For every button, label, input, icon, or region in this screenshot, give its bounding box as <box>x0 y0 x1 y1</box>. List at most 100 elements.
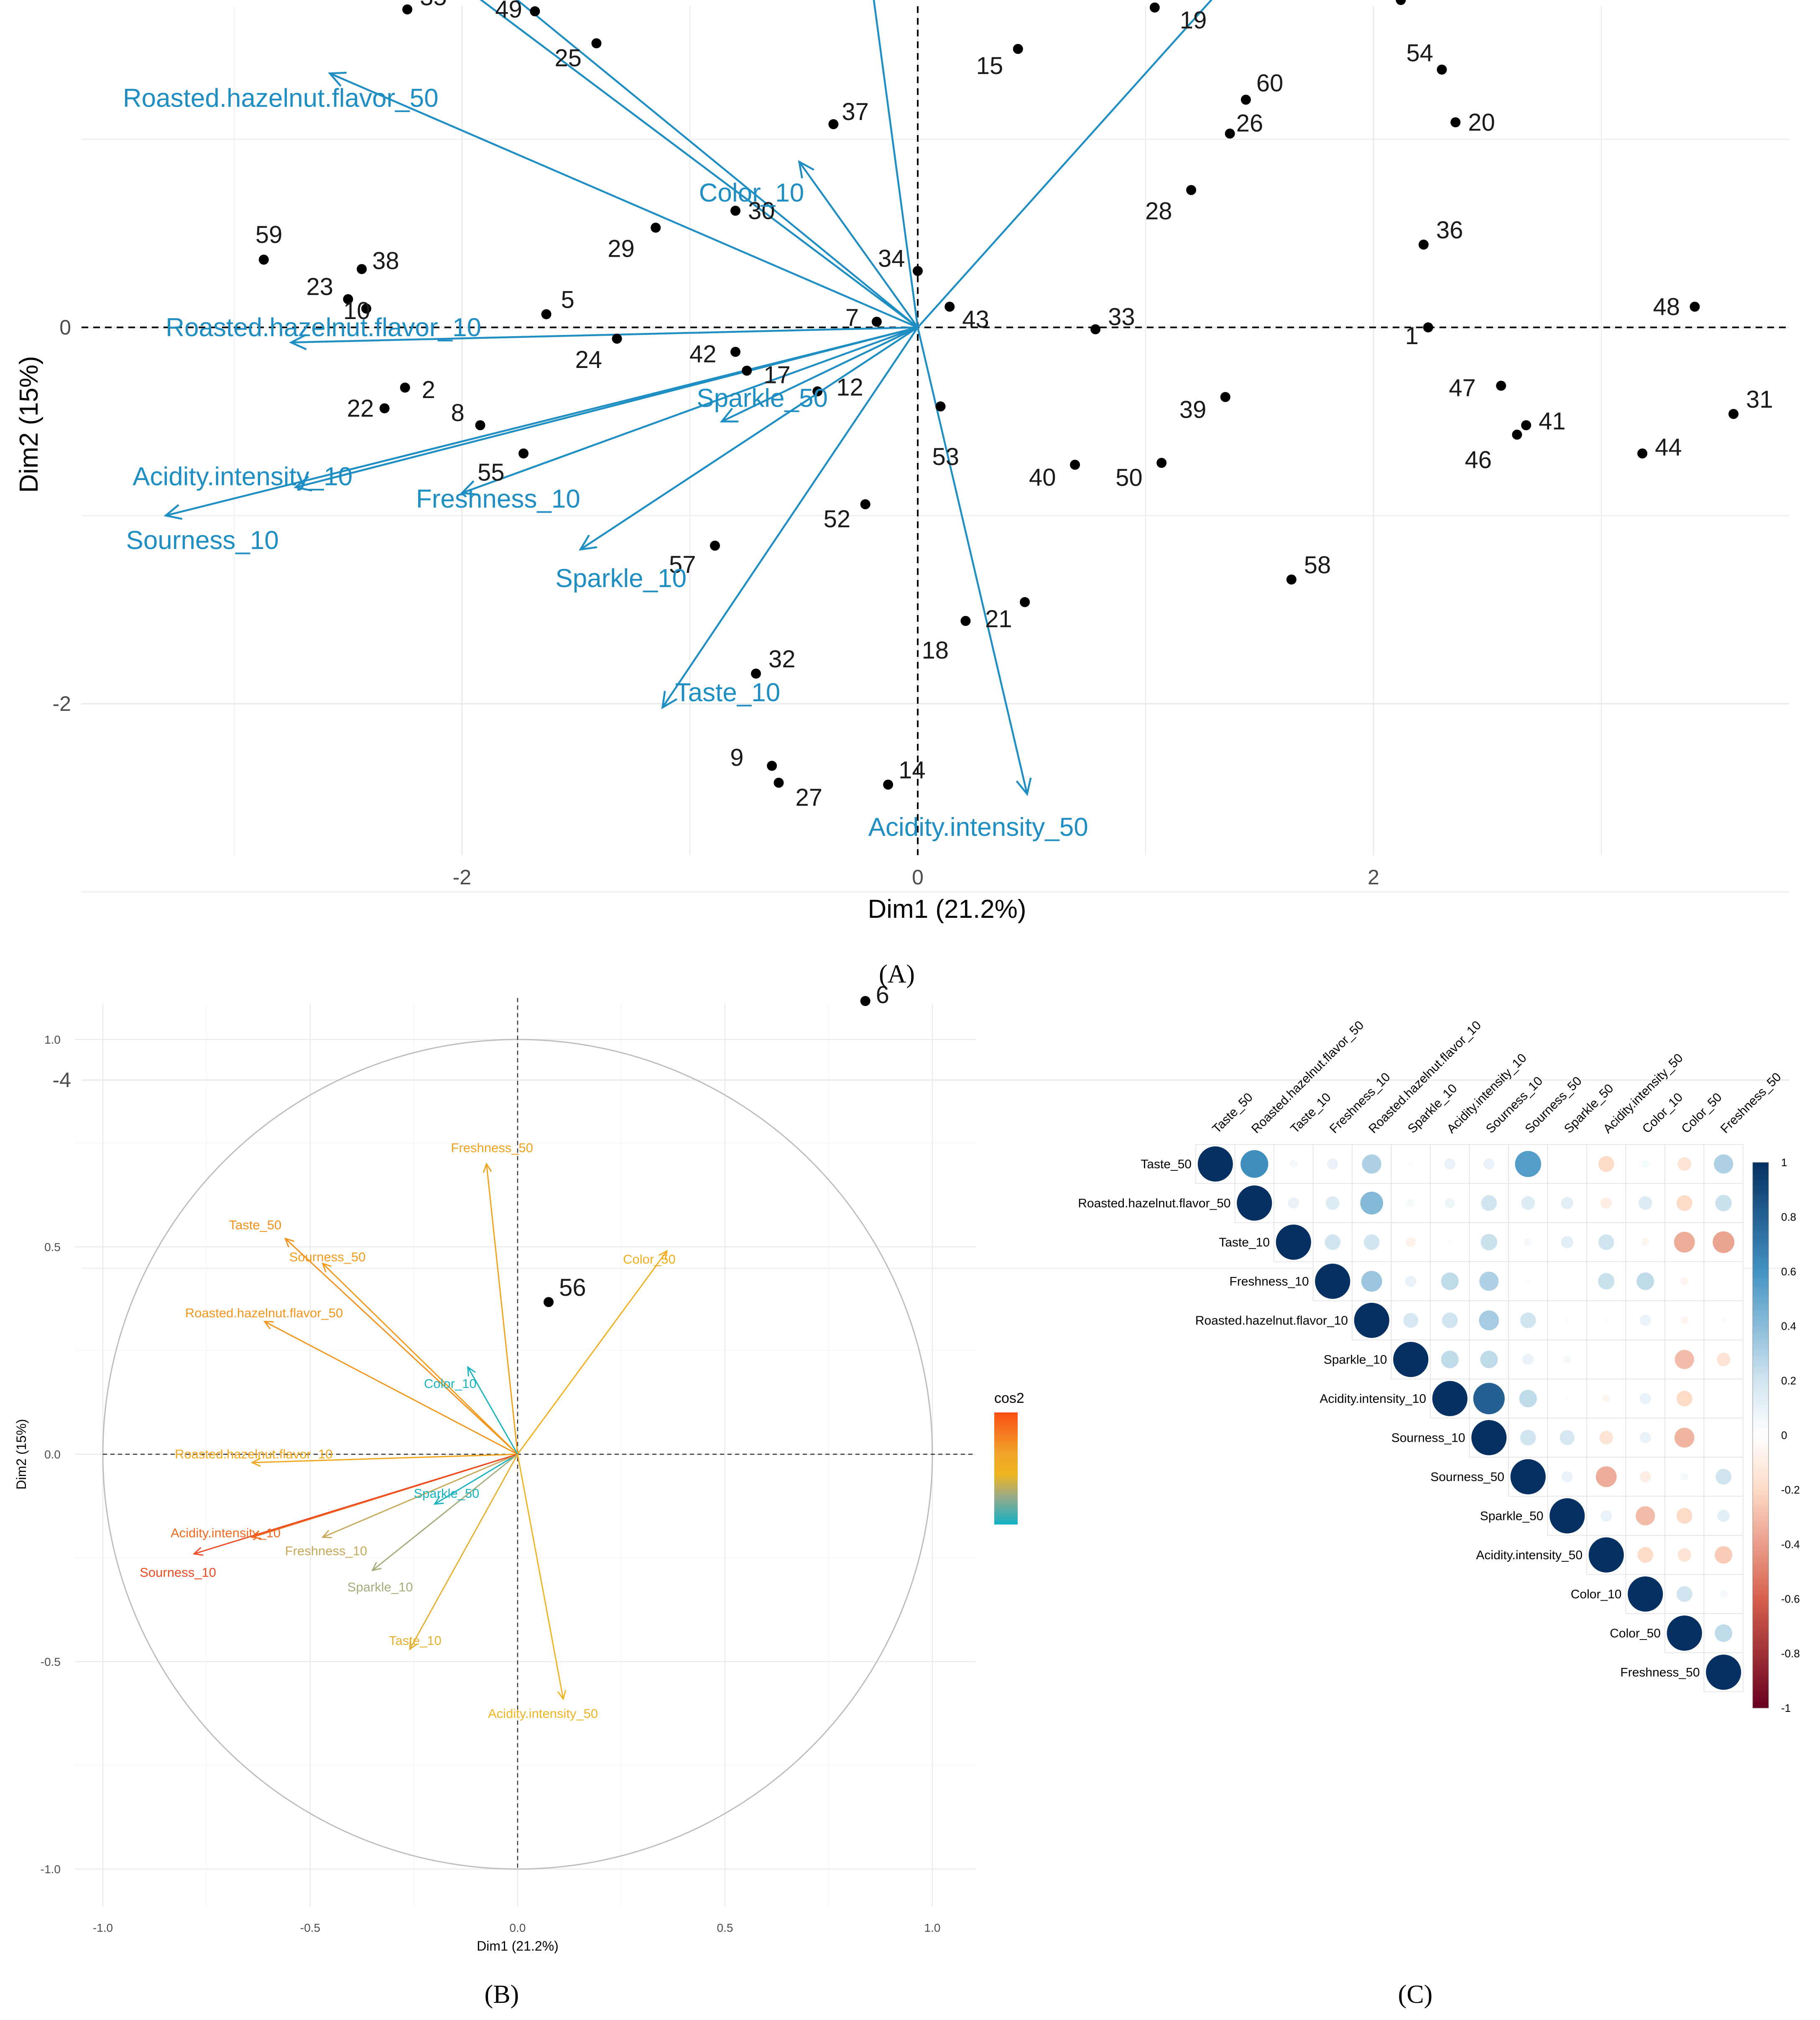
correlation-circle <box>1520 1312 1536 1328</box>
point-label: 37 <box>842 98 869 125</box>
individual-point <box>1013 44 1023 54</box>
individual-point <box>1070 460 1080 470</box>
variable-vector <box>434 1453 518 1505</box>
individual-point <box>1423 322 1433 332</box>
individual-point <box>730 206 740 216</box>
vector-label: Freshness_10 <box>285 1543 367 1558</box>
correlation-circle <box>1675 1350 1694 1369</box>
arrow-head <box>720 408 739 423</box>
point-label: 55 <box>477 459 505 486</box>
point-label: 24 <box>575 346 602 373</box>
vector-label: Acidity.intensity_10 <box>171 1525 281 1540</box>
panel-label-c: (C) <box>1398 1980 1433 2009</box>
individual-point <box>1690 301 1700 312</box>
y-tick-label: 0.5 <box>44 1241 61 1254</box>
point-label: 33 <box>1108 304 1135 331</box>
individual-point <box>1220 392 1230 402</box>
arrow-head <box>482 1162 492 1173</box>
point-label: 32 <box>768 646 796 673</box>
x-tick-label: 1.0 <box>924 1921 941 1934</box>
colorbar-tick-label: 0.6 <box>1781 1265 1796 1278</box>
correlation-circle <box>1595 1466 1617 1487</box>
point-label: 40 <box>1029 464 1056 491</box>
individual-point <box>742 365 752 376</box>
point-label: 26 <box>1236 110 1264 137</box>
correlation-circle <box>1241 1150 1269 1178</box>
point-label: 12 <box>836 374 863 401</box>
matrix-cell <box>1547 1144 1587 1184</box>
correlation-circle <box>1598 1273 1615 1290</box>
legend-colorbar <box>994 1412 1018 1525</box>
arrow-head <box>250 1458 261 1467</box>
arrow-head <box>289 334 307 350</box>
correlation-circle <box>1641 1160 1649 1168</box>
individual-point <box>379 403 390 414</box>
y-tick-label: 1.0 <box>44 1033 61 1046</box>
individual-point <box>871 317 882 327</box>
correlation-circle <box>1676 1586 1692 1602</box>
arrow-head <box>661 691 678 710</box>
correlation-circle <box>1639 1471 1651 1483</box>
individual-point <box>860 996 870 1006</box>
arrow-label: Sparkle_50 <box>697 384 828 413</box>
correlation-circle <box>1677 1157 1692 1171</box>
arrow-label: Sourness_10 <box>126 526 279 555</box>
variable-arrow <box>165 326 918 517</box>
x-tick-label: -1.0 <box>93 1921 113 1934</box>
correlation-circle <box>1237 1185 1272 1221</box>
correlation-circle <box>1641 1238 1649 1246</box>
point-label: 20 <box>1468 109 1495 136</box>
point-label: 49 <box>495 0 522 23</box>
y-tick-label: -2 <box>53 692 71 715</box>
correlation-circle <box>1719 1590 1728 1598</box>
correlation-circle <box>1639 1393 1651 1405</box>
y-tick-label: -4 <box>53 1068 71 1092</box>
row-label: Freshness_50 <box>1620 1665 1700 1679</box>
point-label: 7 <box>845 304 859 332</box>
correlation-circle <box>1393 1342 1429 1377</box>
correlation-circle <box>1519 1389 1537 1407</box>
point-label: 17 <box>763 362 791 389</box>
colorbar-tick-label: -0.4 <box>1781 1538 1800 1551</box>
point-label: 35 <box>420 0 447 11</box>
colorbar-tick-label: -0.6 <box>1781 1593 1800 1605</box>
vector-label: Taste_10 <box>389 1633 442 1648</box>
variable-vector <box>467 1366 518 1455</box>
correlation-circle <box>1563 1355 1571 1364</box>
variable-arrow <box>329 72 918 329</box>
variable-arrow <box>580 327 919 550</box>
correlation-circle <box>1360 1191 1384 1215</box>
point-label: 50 <box>1115 464 1143 491</box>
arrow-head <box>321 1530 332 1538</box>
correlation-circle <box>1315 1264 1350 1299</box>
individual-point <box>1396 0 1406 5</box>
arrow-label: Sparkle_10 <box>555 564 687 593</box>
correlation-circle <box>1598 1156 1614 1172</box>
individual-point <box>541 309 551 319</box>
row-label: Acidity.intensity_50 <box>1476 1548 1583 1562</box>
point-label: 46 <box>1465 447 1492 474</box>
individual-point <box>475 420 485 430</box>
individual-point <box>944 301 955 312</box>
variable-vector <box>372 1453 518 1571</box>
point-label: 38 <box>372 248 399 275</box>
correlation-circle <box>1522 1353 1534 1365</box>
matrix-cell <box>1547 1261 1587 1301</box>
correlation-circle <box>1715 1546 1733 1564</box>
row-label: Sparkle_10 <box>1324 1353 1387 1366</box>
colorbar-tick-label: 1 <box>1781 1156 1787 1169</box>
point-label: 30 <box>748 197 775 225</box>
individual-point <box>1496 381 1506 391</box>
correlation-circle <box>1403 1313 1419 1328</box>
correlation-circle <box>1325 1196 1340 1210</box>
row-label: Roasted.hazelnut.flavor_10 <box>1195 1314 1348 1328</box>
correlation-circle <box>1721 1318 1726 1323</box>
correlation-circle <box>1521 1196 1535 1210</box>
point-label: 53 <box>932 443 960 470</box>
x-tick-label: 0 <box>912 866 924 889</box>
point-label: 23 <box>306 273 334 301</box>
arrow-head <box>579 534 597 551</box>
colorbar <box>1752 1162 1769 1708</box>
variable-vector <box>322 1263 518 1455</box>
point-label: 52 <box>824 506 851 533</box>
